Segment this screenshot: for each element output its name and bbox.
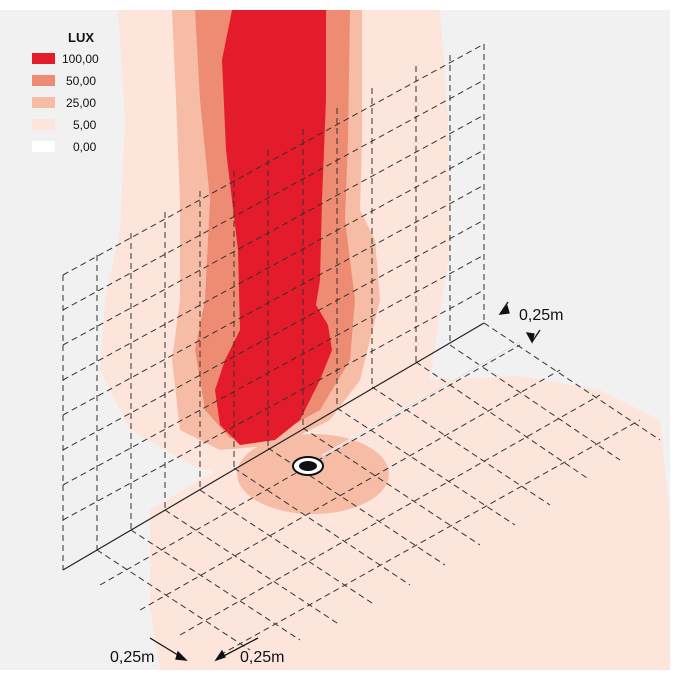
lux-zone-100 <box>215 10 332 445</box>
dimension-label-bottom-left: 0,25m <box>110 649 154 666</box>
legend-label-0: 0,00 <box>73 140 97 154</box>
dimension-marker-bottom-left <box>149 637 188 661</box>
legend-label-50: 50,00 <box>66 74 96 88</box>
legend: LUX 100,00 50,00 25,00 5,00 0,00 <box>32 30 99 154</box>
floor-grid <box>96 322 661 656</box>
legend-swatch-50 <box>32 75 55 86</box>
dimension-label-top-right: 0,25m <box>519 307 563 324</box>
dimension-marker-bottom-right <box>214 637 259 662</box>
light-source-icon <box>292 456 324 476</box>
dimension-marker-top-right <box>498 301 541 344</box>
legend-label-100: 100,00 <box>62 52 99 66</box>
source-pointer-line-inner <box>321 341 521 457</box>
legend-label-25: 25,00 <box>66 96 96 110</box>
dimension-label-bottom-right: 0,25m <box>240 649 284 666</box>
wall-grid <box>62 43 485 570</box>
wall-floor-edge <box>62 322 485 571</box>
legend-swatch-25 <box>32 97 55 108</box>
legend-title: LUX <box>68 30 94 45</box>
legend-swatch-5 <box>32 119 55 130</box>
legend-label-5: 5,00 <box>73 118 97 132</box>
legend-swatch-100 <box>32 53 55 64</box>
legend-swatch-0 <box>32 141 55 152</box>
